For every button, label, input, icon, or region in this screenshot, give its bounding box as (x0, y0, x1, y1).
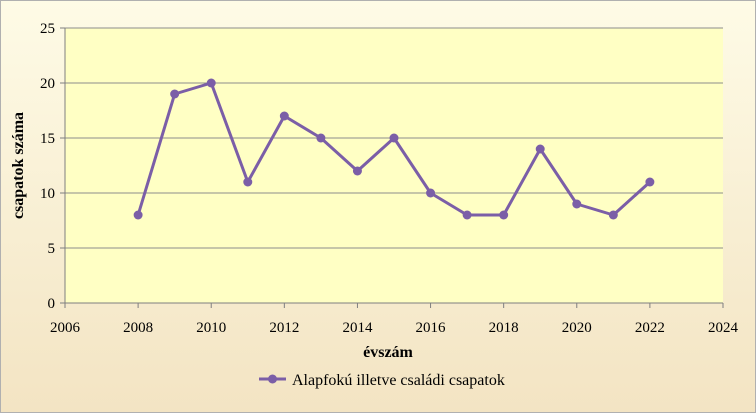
x-tick-label: 2006 (50, 320, 81, 336)
x-tick-label: 2022 (635, 320, 665, 336)
data-point (352, 166, 362, 176)
plot-area (65, 28, 723, 303)
y-tick-label: 25 (40, 21, 55, 37)
data-point (243, 177, 253, 187)
data-point (608, 210, 618, 220)
legend-series-label: Alapfokú illetve családi csapatok (292, 372, 505, 389)
y-tick-label: 0 (48, 296, 56, 312)
data-point (535, 144, 545, 154)
x-tick-label: 2014 (342, 320, 373, 336)
data-point (170, 89, 180, 99)
x-tick-label: 2024 (708, 320, 739, 336)
x-tick-label: 2008 (123, 320, 153, 336)
x-tick-labels: 2006 2008 2010 2012 2014 2016 2018 2020 2022 2024 (50, 320, 739, 336)
x-tick-label: 2018 (489, 320, 519, 336)
data-point (572, 199, 582, 209)
y-tick-label: 5 (48, 241, 56, 257)
series-layer (133, 78, 655, 220)
data-point (316, 133, 326, 143)
data-point (206, 78, 216, 88)
x-tick-label: 2010 (196, 320, 226, 336)
data-point (389, 133, 399, 143)
x-axis-title: évszám (363, 344, 413, 361)
data-point (499, 210, 509, 220)
y-tick-label: 10 (40, 186, 55, 202)
y-tick-label: 20 (40, 76, 55, 92)
legend-series-marker (268, 374, 277, 384)
data-point (462, 210, 472, 220)
x-tick-label: 2012 (269, 320, 299, 336)
x-tick-label: 2016 (416, 320, 447, 336)
y-tick-label: 15 (40, 131, 55, 147)
legend: Alapfokú illetve családi csapatok (259, 372, 505, 389)
y-axis-title: csapatok száma (10, 112, 27, 219)
y-tick-labels: 0 5 10 15 20 25 (40, 21, 55, 312)
data-point (645, 177, 655, 187)
data-point (133, 210, 143, 220)
x-tick-label: 2020 (562, 320, 592, 336)
data-point (426, 188, 436, 198)
data-point (279, 111, 289, 121)
axes (64, 28, 723, 304)
